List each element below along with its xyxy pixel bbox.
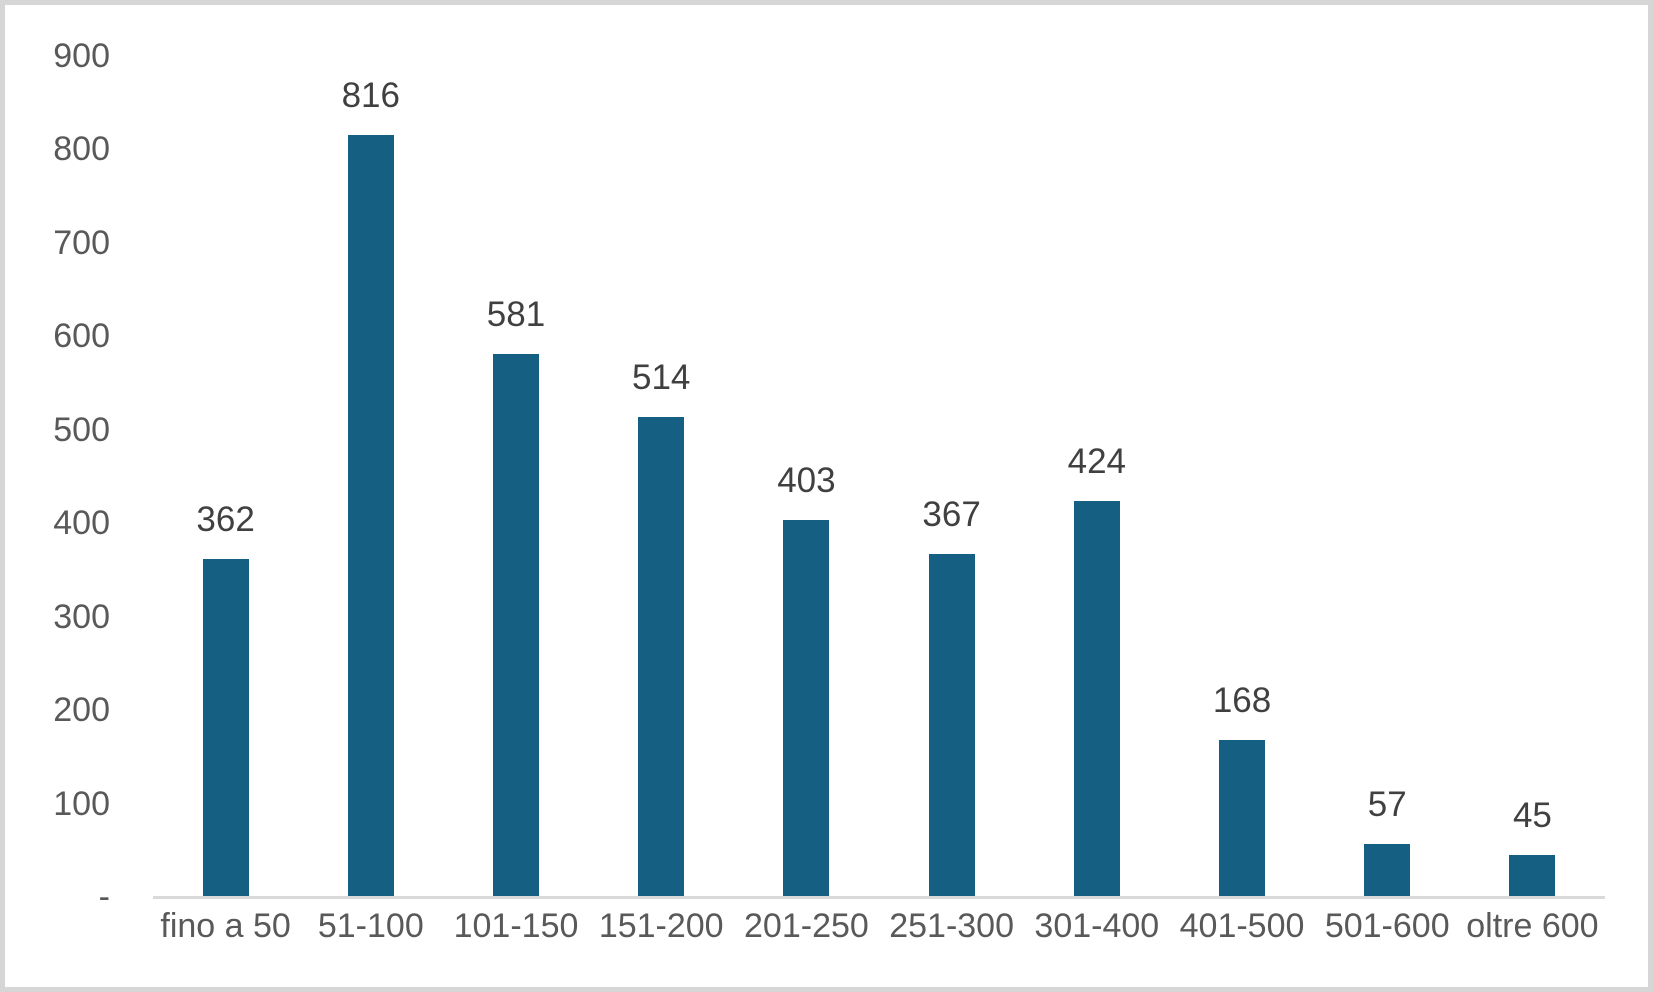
bar (1073, 500, 1120, 897)
x-axis-line (153, 896, 1605, 899)
bar-value-label: 45 (1512, 795, 1552, 835)
y-axis-tick-label: 900 (53, 37, 110, 75)
y-axis-tick-label: 500 (53, 410, 110, 449)
y-axis-tick-label: 600 (53, 317, 110, 356)
bar (202, 558, 249, 897)
y-axis: - 100 200 300 400 500 600 700 800 900 (5, 39, 110, 914)
x-axis-category-label: 201-250 (744, 907, 869, 945)
x-axis-category-label: 251-300 (889, 907, 1014, 945)
bar (493, 354, 539, 897)
bar (1219, 740, 1266, 897)
y-axis-tick-label: 800 (53, 130, 110, 169)
bar-column: 514 (589, 56, 734, 897)
y-axis-tick-label: 300 (53, 597, 110, 636)
bar-column: 403 (734, 56, 879, 897)
bar-value-label: 581 (486, 295, 546, 335)
bar-value-label: 816 (341, 75, 400, 115)
x-axis-category-label: 501-600 (1324, 907, 1450, 945)
x-axis-category-label: oltre 600 (1466, 907, 1599, 945)
x-axis-category-label: fino a 50 (160, 907, 291, 945)
bar-value-label: 403 (777, 461, 836, 501)
bar (347, 134, 394, 897)
bar (1509, 854, 1556, 897)
x-axis-category-label: 151-200 (598, 907, 724, 945)
x-axis-category-label: 301-400 (1034, 907, 1160, 945)
bar-column: 581 (443, 56, 588, 897)
bar-value-label: 168 (1212, 681, 1272, 721)
x-axis-category-label: 401-500 (1179, 907, 1305, 945)
bar (928, 554, 975, 897)
x-axis-category-label: 51-100 (317, 907, 424, 945)
bar (783, 520, 830, 897)
bar-value-label: 367 (922, 495, 981, 535)
bar-column: 57 (1315, 56, 1460, 897)
bar-column: 168 (1169, 56, 1314, 897)
bar-value-label: 362 (196, 499, 255, 539)
bar-series: 362 816 581 514 403 367 424 168 57 45 (153, 56, 1605, 897)
bar-column: 424 (1024, 56, 1169, 897)
y-axis-tick-label: 200 (53, 691, 110, 730)
bar-value-label: 424 (1067, 441, 1127, 481)
x-axis: fino a 50 51-100 101-150 151-200 201-250 251-… (153, 902, 1605, 950)
bar-value-label: 57 (1367, 784, 1407, 824)
bar-value-label: 514 (632, 357, 691, 397)
y-axis-tick-label: 400 (53, 504, 110, 543)
y-axis-tick-label: 700 (53, 223, 110, 262)
bar-column: 362 (153, 56, 298, 897)
plot-area: 362 816 581 514 403 367 424 168 57 45 (153, 56, 1605, 899)
y-axis-tick-label: 100 (53, 784, 110, 823)
x-axis-category-label: 101-150 (453, 907, 579, 945)
y-axis-tick-label: - (98, 878, 110, 916)
bar-column: 816 (298, 56, 443, 897)
bar (1364, 843, 1411, 897)
bar-column: 45 (1460, 56, 1605, 897)
bar (638, 416, 685, 897)
bar-column: 367 (879, 56, 1024, 897)
